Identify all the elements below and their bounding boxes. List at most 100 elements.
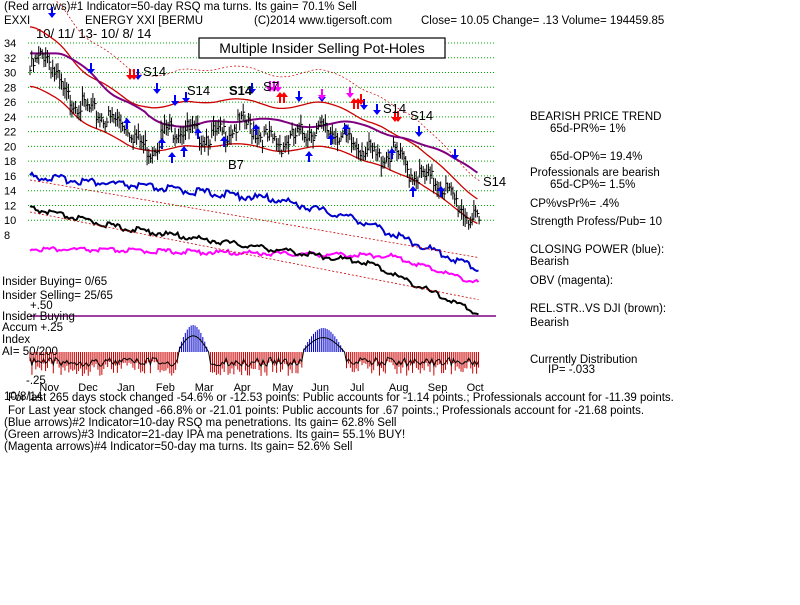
sell-arrow-icon	[153, 83, 161, 94]
buy-arrow-icon	[388, 148, 396, 159]
accum-lower-value: -.25	[26, 375, 46, 387]
buy-arrow-icon	[220, 136, 228, 147]
y-tick-label: 20	[4, 141, 16, 153]
professionals-bearish: Professionals are bearish	[530, 167, 660, 179]
pr-value: 65d-PR%= 1%	[550, 123, 626, 135]
indicator-lines	[29, 171, 480, 316]
signal-label: B7	[228, 157, 244, 172]
y-tick-label: 28	[4, 82, 16, 94]
x-tick-label: Dec	[78, 382, 98, 394]
footer-line1-prefix: 10/8/14	[4, 391, 43, 403]
closing-power-line	[29, 171, 479, 272]
sell-arrow-icon	[248, 83, 256, 94]
obv-line	[29, 246, 480, 284]
x-tick-label: Feb	[156, 382, 175, 394]
price-bars	[29, 46, 482, 230]
accumulation-histogram	[29, 325, 480, 376]
footer-line1: For last 265 days stock changed -54.6% o…	[8, 392, 674, 404]
signal-label: S14	[383, 101, 406, 116]
buy-arrow-icon	[252, 124, 260, 135]
ticker: EXXI	[4, 15, 30, 27]
footer-line3: (Blue arrows)#2 Indicator=10-day RSQ ma …	[4, 417, 396, 429]
x-tick-label: Oct	[467, 382, 484, 394]
sell-arrow-icon	[451, 149, 459, 160]
y-tick-label: 22	[4, 127, 16, 139]
sell-arrow-icon	[394, 111, 402, 122]
insider-selling-count: Insider Selling= 25/65	[2, 290, 113, 302]
closing-power-label: CLOSING POWER (blue):	[530, 244, 664, 256]
x-tick-label: Mar	[195, 382, 214, 394]
y-tick-label: 14	[4, 186, 16, 198]
index-label: Index	[2, 334, 30, 346]
cpvspr-value: CP%vsPr%= .4%	[530, 198, 619, 210]
signal-label: S14	[229, 83, 253, 98]
buy-arrow-icon	[123, 118, 131, 129]
sell-arrow-icon	[373, 104, 381, 115]
y-tick-label: 24	[4, 112, 16, 124]
chart-title-box	[198, 37, 446, 59]
sell-arrow-icon	[274, 81, 282, 92]
sell-arrow-icon	[171, 95, 179, 106]
insider-buying-count: Insider Buying= 0/65	[2, 276, 107, 288]
x-tick-label: Jul	[350, 382, 364, 394]
x-tick-label: Nov	[39, 382, 59, 394]
y-tick-label: 12	[4, 200, 16, 212]
ai-value: AI= 50/200	[2, 346, 58, 358]
buy-arrow-icon	[158, 138, 166, 149]
buy-arrow-icon	[409, 186, 417, 197]
y-tick-label: 10	[4, 215, 16, 227]
sell-arrow-icon	[295, 91, 303, 102]
insider-buying-label: Insider Buying	[2, 311, 75, 323]
accum-ma-line	[29, 335, 479, 368]
buy-arrow-icon	[194, 128, 202, 139]
footer-line2: For Last year stock changed -66.8% or -2…	[8, 405, 644, 417]
buy-arrow-icon	[437, 186, 445, 197]
header-line1: (Red arrows)#1 Indicator=50-day RSQ ma t…	[4, 1, 357, 13]
closing-power-state: Bearish	[530, 256, 569, 268]
buy-arrow-icon	[180, 146, 188, 157]
quote-summary: Close= 10.05 Change= .13 Volume= 194459.…	[421, 15, 664, 27]
moving-average	[30, 52, 478, 174]
price-bands	[29, 0, 481, 225]
sell-arrow-icon	[48, 7, 56, 18]
footer-line5: (Magenta arrows)#4 Indicator=50-day ma t…	[4, 441, 352, 453]
signal-label: S14	[143, 64, 166, 79]
sell-arrow-icon	[130, 69, 138, 80]
strength-value: Strength Profess/Pub= 10	[530, 216, 662, 228]
outer-band	[54, 0, 481, 182]
y-tick-labels: 34 32 30 28 26 24 22 20 18 16 14 12 10 8	[4, 38, 16, 242]
y-tick-label: 18	[4, 156, 16, 168]
x-tick-label: May	[272, 382, 293, 394]
sell-arrow-icon	[318, 89, 326, 100]
signal-label: S14	[410, 108, 433, 123]
buy-arrow-icon	[342, 124, 350, 135]
relstr-label: REL.STR..VS DJI (brown):	[530, 303, 666, 315]
relstr-ma	[29, 211, 479, 300]
buy-arrow-icon	[280, 92, 288, 103]
buy-arrow-icon	[168, 152, 176, 163]
x-tick-label: Jan	[117, 382, 135, 394]
y-tick-label: 34	[4, 38, 16, 50]
trend-label: BEARISH PRICE TREND	[530, 111, 661, 123]
date-range: 10/ 11/ 13- 10/ 8/ 14	[36, 26, 151, 41]
buy-arrow-icon	[327, 134, 335, 145]
signal-label: S7	[263, 79, 279, 94]
sell-arrow-icon	[87, 63, 95, 74]
copyright: (C)2014 www.tigersoft.com	[254, 15, 392, 27]
x-tick-label: Sep	[428, 382, 448, 394]
x-tick-label: Apr	[234, 382, 251, 394]
distribution-label: Currently Distribution	[530, 354, 637, 366]
chart-title: Multiple Insider Selling Pot-Holes	[219, 40, 424, 56]
buy-arrow-icon	[354, 98, 362, 109]
op-value: 65d-OP%= 19.4%	[550, 151, 642, 163]
x-tick-labels: Nov Dec Jan Feb Mar Apr May Jun Jul Aug Sep Oct	[39, 382, 483, 394]
y-tick-label: 32	[4, 53, 16, 65]
footer-line4: (Green arrows)#3 Indicator=21-day IPA ma…	[4, 429, 405, 441]
y-tick-label: 26	[4, 97, 16, 109]
sell-arrow-icon	[415, 126, 423, 137]
x-tick-label: Jun	[311, 382, 329, 394]
lower-band	[29, 85, 478, 225]
sell-arrow-icon	[182, 92, 190, 103]
